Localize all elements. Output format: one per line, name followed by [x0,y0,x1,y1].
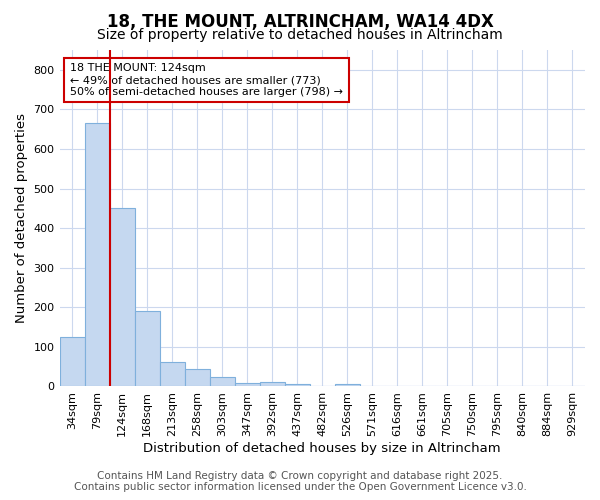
X-axis label: Distribution of detached houses by size in Altrincham: Distribution of detached houses by size … [143,442,501,455]
Bar [209,376,235,386]
Bar [110,208,134,386]
Text: 18 THE MOUNT: 124sqm
← 49% of detached houses are smaller (773)
50% of semi-deta: 18 THE MOUNT: 124sqm ← 49% of detached h… [70,64,343,96]
Bar [160,362,185,386]
Bar [235,382,260,386]
Bar [285,384,310,386]
Text: Contains HM Land Registry data © Crown copyright and database right 2025.
Contai: Contains HM Land Registry data © Crown c… [74,471,526,492]
Y-axis label: Number of detached properties: Number of detached properties [15,113,28,323]
Bar [185,368,209,386]
Text: 18, THE MOUNT, ALTRINCHAM, WA14 4DX: 18, THE MOUNT, ALTRINCHAM, WA14 4DX [107,12,493,30]
Bar [335,384,360,386]
Bar [260,382,285,386]
Text: Size of property relative to detached houses in Altrincham: Size of property relative to detached ho… [97,28,503,42]
Bar [59,337,85,386]
Bar [134,311,160,386]
Bar [85,123,110,386]
